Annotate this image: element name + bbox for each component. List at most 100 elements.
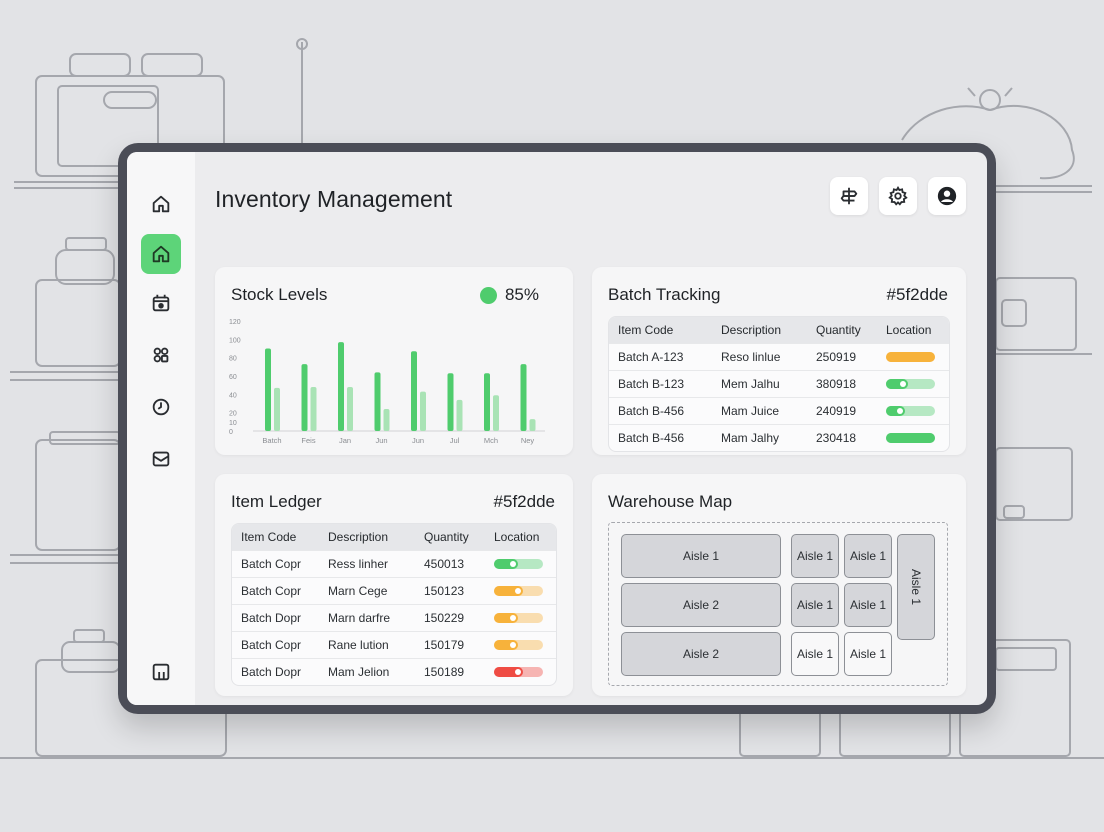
aisle-block[interactable]: Aisle 2	[621, 632, 781, 676]
bar-series1-4[interactable]	[411, 351, 417, 431]
bar-series1-6[interactable]	[484, 373, 490, 431]
page-title: Inventory Management	[215, 186, 453, 212]
column-header[interactable]: Quantity	[816, 323, 861, 337]
home-icon	[152, 195, 170, 213]
aisle-block[interactable]: Aisle 1	[791, 534, 839, 578]
table-row[interactable]: Batch Copr Ress linher 450013	[232, 550, 556, 577]
table-row[interactable]: Batch A-123 Reso linlue 250919	[609, 343, 949, 370]
batch-table: Item Code Description Quantity Location Batc…	[608, 316, 950, 452]
column-header[interactable]: Quantity	[424, 530, 469, 544]
sidebar-item-home[interactable]	[141, 184, 181, 224]
batch-tracking-card: Batch Tracking #5f2dde Item Code Descript…	[592, 267, 966, 455]
column-header[interactable]: Item Code	[241, 530, 297, 544]
column-header[interactable]: Item Code	[618, 323, 674, 337]
bar-series2-0[interactable]	[274, 387, 280, 431]
card-title: Batch Tracking	[608, 285, 721, 304]
bar-series2-7[interactable]	[529, 419, 536, 431]
level-knob	[515, 588, 522, 594]
level-knob	[515, 669, 522, 675]
table-row[interactable]: Batch B-123 Mem Jalhu 380918	[609, 370, 949, 397]
bar-series2-3[interactable]	[383, 409, 390, 431]
aisle-block[interactable]: Aisle 1	[844, 632, 892, 676]
x-tick-label: Jan	[339, 436, 351, 445]
y-tick-label: 20	[229, 411, 237, 418]
stock-levels-card: Stock Levels 85% 0 10 20 40 60 80 100 120 Batch F…	[215, 267, 573, 455]
x-tick-label: Jul	[450, 436, 460, 445]
table-cell: Batch B-123	[618, 377, 685, 391]
bar-series1-0[interactable]	[265, 348, 271, 432]
calendar-icon	[152, 294, 170, 312]
bar-series1-1[interactable]	[301, 364, 308, 431]
user-icon	[937, 186, 957, 206]
ledger-tag: #5f2dde	[493, 492, 555, 511]
table-header: Item Code Description Quantity Location	[609, 317, 949, 343]
location-level-bar	[494, 613, 543, 623]
aisle-block[interactable]: Aisle 1	[844, 534, 892, 578]
table-cell: 380918	[816, 377, 857, 391]
bar-series2-2[interactable]	[347, 387, 353, 431]
bar-series1-7[interactable]	[520, 364, 527, 431]
table-cell: Mam Juice	[721, 404, 780, 418]
location-level-bar	[886, 433, 935, 443]
table-cell: Rane lution	[328, 638, 389, 652]
signpost-icon	[840, 187, 858, 205]
bar-series2-4[interactable]	[420, 391, 426, 431]
stock-bar-chart: 0 10 20 40 60 80 100 120 Batch Feis Jan Jun Jun Jul Mc…	[229, 319, 545, 445]
column-header[interactable]: Description	[328, 530, 389, 544]
column-header[interactable]: Location	[494, 530, 540, 544]
bar-series2-6[interactable]	[493, 395, 499, 431]
profile-button[interactable]	[928, 177, 966, 215]
table-cell: Batch Copr	[241, 557, 302, 571]
layout-icon	[152, 663, 170, 681]
bar-series1-5[interactable]	[447, 373, 454, 431]
bar-series2-1[interactable]	[310, 387, 317, 431]
aisle-block[interactable]: Aisle 1	[621, 534, 781, 578]
sidebar-item-layout[interactable]	[141, 652, 181, 692]
table-cell: Mam Jalhy	[721, 431, 780, 445]
table-row[interactable]: Batch B-456 Mam Juice 240919	[609, 397, 949, 424]
table-cell: 240919	[816, 404, 857, 418]
aisle-block[interactable]: Aisle 1	[844, 583, 892, 627]
table-row[interactable]: Batch B-456 Mam Jalhy 230418	[609, 424, 949, 451]
tablet-frame: Inventory Management Stock Levels 85% 0 1…	[118, 143, 996, 714]
location-level-bar	[494, 559, 543, 569]
sidebar-item-calendar[interactable]	[141, 283, 181, 323]
stock-percent: 85%	[504, 285, 539, 304]
column-header[interactable]: Location	[886, 323, 932, 337]
sidebar-item-inbox[interactable]	[141, 439, 181, 479]
location-level-fill	[494, 586, 524, 596]
y-tick-label: 120	[229, 319, 241, 326]
signpost-button[interactable]	[830, 177, 868, 215]
sidebar-item-network[interactable]	[141, 335, 181, 375]
aisle-block[interactable]: Aisle 1	[791, 583, 839, 627]
bar-series2-5[interactable]	[456, 399, 463, 431]
item-ledger-card: Item Ledger #5f2dde Item Code Description…	[215, 474, 573, 696]
table-cell: 150123	[424, 584, 465, 598]
table-row[interactable]: Batch Copr Marn Cege 150123	[232, 577, 556, 604]
location-level-bar	[494, 640, 543, 650]
table-cell: 150229	[424, 611, 465, 625]
level-knob	[509, 561, 516, 567]
aisle-block[interactable]: Aisle 2	[621, 583, 781, 627]
clock-icon	[152, 398, 170, 416]
table-cell: Mem Jalhu	[721, 377, 780, 391]
table-cell: Marn darfre	[328, 611, 391, 625]
table-row[interactable]: Batch Dopr Mam Jelion 150189	[232, 658, 556, 685]
aisle-block[interactable]: Aisle 1	[791, 632, 839, 676]
location-level-bar	[886, 352, 935, 362]
column-header[interactable]: Description	[721, 323, 782, 337]
sidebar-item-dashboard[interactable]	[141, 234, 181, 274]
table-row[interactable]: Batch Dopr Marn darfre 150229	[232, 604, 556, 631]
bar-series1-2[interactable]	[338, 342, 344, 431]
location-level-bar	[886, 379, 935, 389]
x-tick-label: Batch	[262, 436, 281, 445]
table-cell: Mam Jelion	[328, 665, 390, 679]
table-row[interactable]: Batch Copr Rane lution 150179	[232, 631, 556, 658]
table-cell: Batch B-456	[618, 431, 685, 445]
settings-button[interactable]	[879, 177, 917, 215]
bar-series1-3[interactable]	[374, 372, 381, 431]
aisle-block[interactable]: Aisle 1	[897, 534, 935, 640]
app-screen: Inventory Management Stock Levels 85% 0 1…	[127, 152, 987, 705]
stock-percent-badge: 85%	[479, 285, 539, 305]
sidebar-item-history[interactable]	[141, 387, 181, 427]
